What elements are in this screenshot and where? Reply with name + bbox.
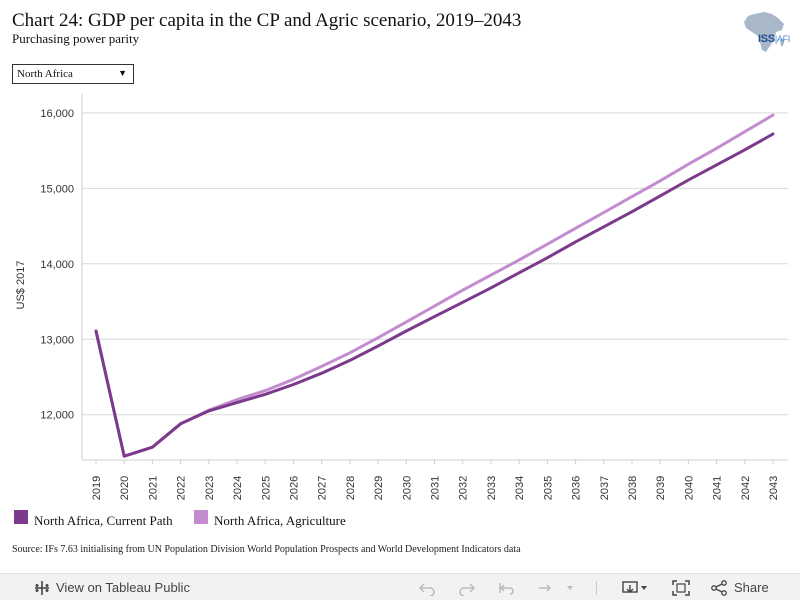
view-on-tableau-button[interactable]: View on Tableau Public <box>34 574 190 600</box>
source-note: Source: IFs 7.63 initialising from UN Po… <box>12 544 521 555</box>
legend-swatch-current-path <box>14 510 28 524</box>
refresh-button[interactable] <box>536 574 554 600</box>
x-tick-label: 2022 <box>176 476 188 500</box>
x-tick-label: 2031 <box>430 476 442 500</box>
series-line-current-path <box>94 132 775 458</box>
x-tick-label: 2034 <box>514 476 526 500</box>
x-tick-label: 2040 <box>683 476 695 500</box>
revert-button[interactable] <box>498 574 516 600</box>
x-tick-label: 2020 <box>119 476 131 500</box>
y-tick-label: 16,000 <box>40 108 74 120</box>
legend-swatch-agriculture <box>194 510 208 524</box>
legend-label-current-path: North Africa, Current Path <box>34 513 173 528</box>
x-tick-label: 2021 <box>147 476 159 500</box>
y-tick-label: 12,000 <box>40 410 74 422</box>
logo-text: ISS|AFI <box>758 33 790 45</box>
undo-button[interactable] <box>418 574 436 600</box>
undo-icon <box>418 582 435 596</box>
x-tick-label: 2043 <box>768 476 780 500</box>
chart-title: Chart 24: GDP per capita in the CP and A… <box>12 10 522 31</box>
y-tick-label: 14,000 <box>40 259 74 271</box>
africa-map-logo-icon <box>744 12 784 52</box>
chart-subtitle: Purchasing power parity <box>12 31 140 46</box>
redo-icon <box>459 582 476 596</box>
x-tick-label: 2036 <box>571 476 583 500</box>
refresh-icon <box>539 583 552 592</box>
fullscreen-icon <box>672 579 690 596</box>
series-lines <box>94 113 775 458</box>
y-tick-label: 13,000 <box>40 334 74 346</box>
share-label: Share <box>734 580 769 595</box>
x-tick-label: 2041 <box>712 476 724 500</box>
redo-button[interactable] <box>458 574 476 600</box>
refresh-menu-button[interactable] <box>566 574 574 600</box>
logo-text-secondary-label: AFI <box>776 34 790 44</box>
x-tick-label: 2038 <box>627 476 639 500</box>
download-icon <box>622 580 647 593</box>
x-tick-label: 2027 <box>317 476 329 500</box>
x-tick-label: 2033 <box>486 476 498 500</box>
x-tick-label: 2039 <box>655 476 667 500</box>
logo-text-secondary: |AFI <box>774 34 790 44</box>
x-tick-label: 2032 <box>458 476 470 500</box>
x-tick-label: 2030 <box>401 476 413 500</box>
logo-text-main: ISS <box>758 33 775 45</box>
y-tick-label: 15,000 <box>40 183 74 195</box>
x-tick-label: 2042 <box>740 476 752 500</box>
x-tick-label: 2035 <box>542 476 554 500</box>
x-tick-label: 2023 <box>204 476 216 500</box>
grid-lines <box>81 94 788 464</box>
revert-icon <box>499 582 514 595</box>
x-tick-label: 2019 <box>91 476 103 500</box>
fullscreen-button[interactable] <box>672 574 690 600</box>
share-button[interactable]: Share <box>710 574 769 600</box>
share-icon <box>711 579 727 596</box>
tableau-logo-icon <box>35 580 49 595</box>
x-tick-label: 2037 <box>599 476 611 500</box>
download-button[interactable] <box>622 574 648 600</box>
x-tick-labels: 2019 2020 2021 2022 2023 2024 2025 2026 2027 2028… <box>91 476 780 500</box>
toolbar-divider <box>596 581 597 595</box>
x-tick-label: 2025 <box>260 476 272 500</box>
region-select-value: North Africa <box>17 68 73 80</box>
x-tick-label: 2028 <box>345 476 357 500</box>
series-line-agriculture <box>94 113 775 458</box>
region-select[interactable]: North Africa ▼ <box>12 64 134 84</box>
x-tick-label: 2026 <box>288 476 300 500</box>
x-tick-label: 2024 <box>232 476 244 500</box>
tableau-toolbar: View on Tableau Public Sha <box>0 573 800 600</box>
legend-label-agriculture: North Africa, Agriculture <box>214 513 346 528</box>
chevron-down-icon[interactable]: ▼ <box>118 68 127 78</box>
caret-down-icon <box>567 585 573 590</box>
y-axis-label: US$ 2017 <box>15 261 27 310</box>
view-on-tableau-label: View on Tableau Public <box>56 580 190 595</box>
y-tick-labels: 12,000 13,000 14,000 15,000 16,000 <box>40 108 74 422</box>
x-tick-label: 2029 <box>373 476 385 500</box>
